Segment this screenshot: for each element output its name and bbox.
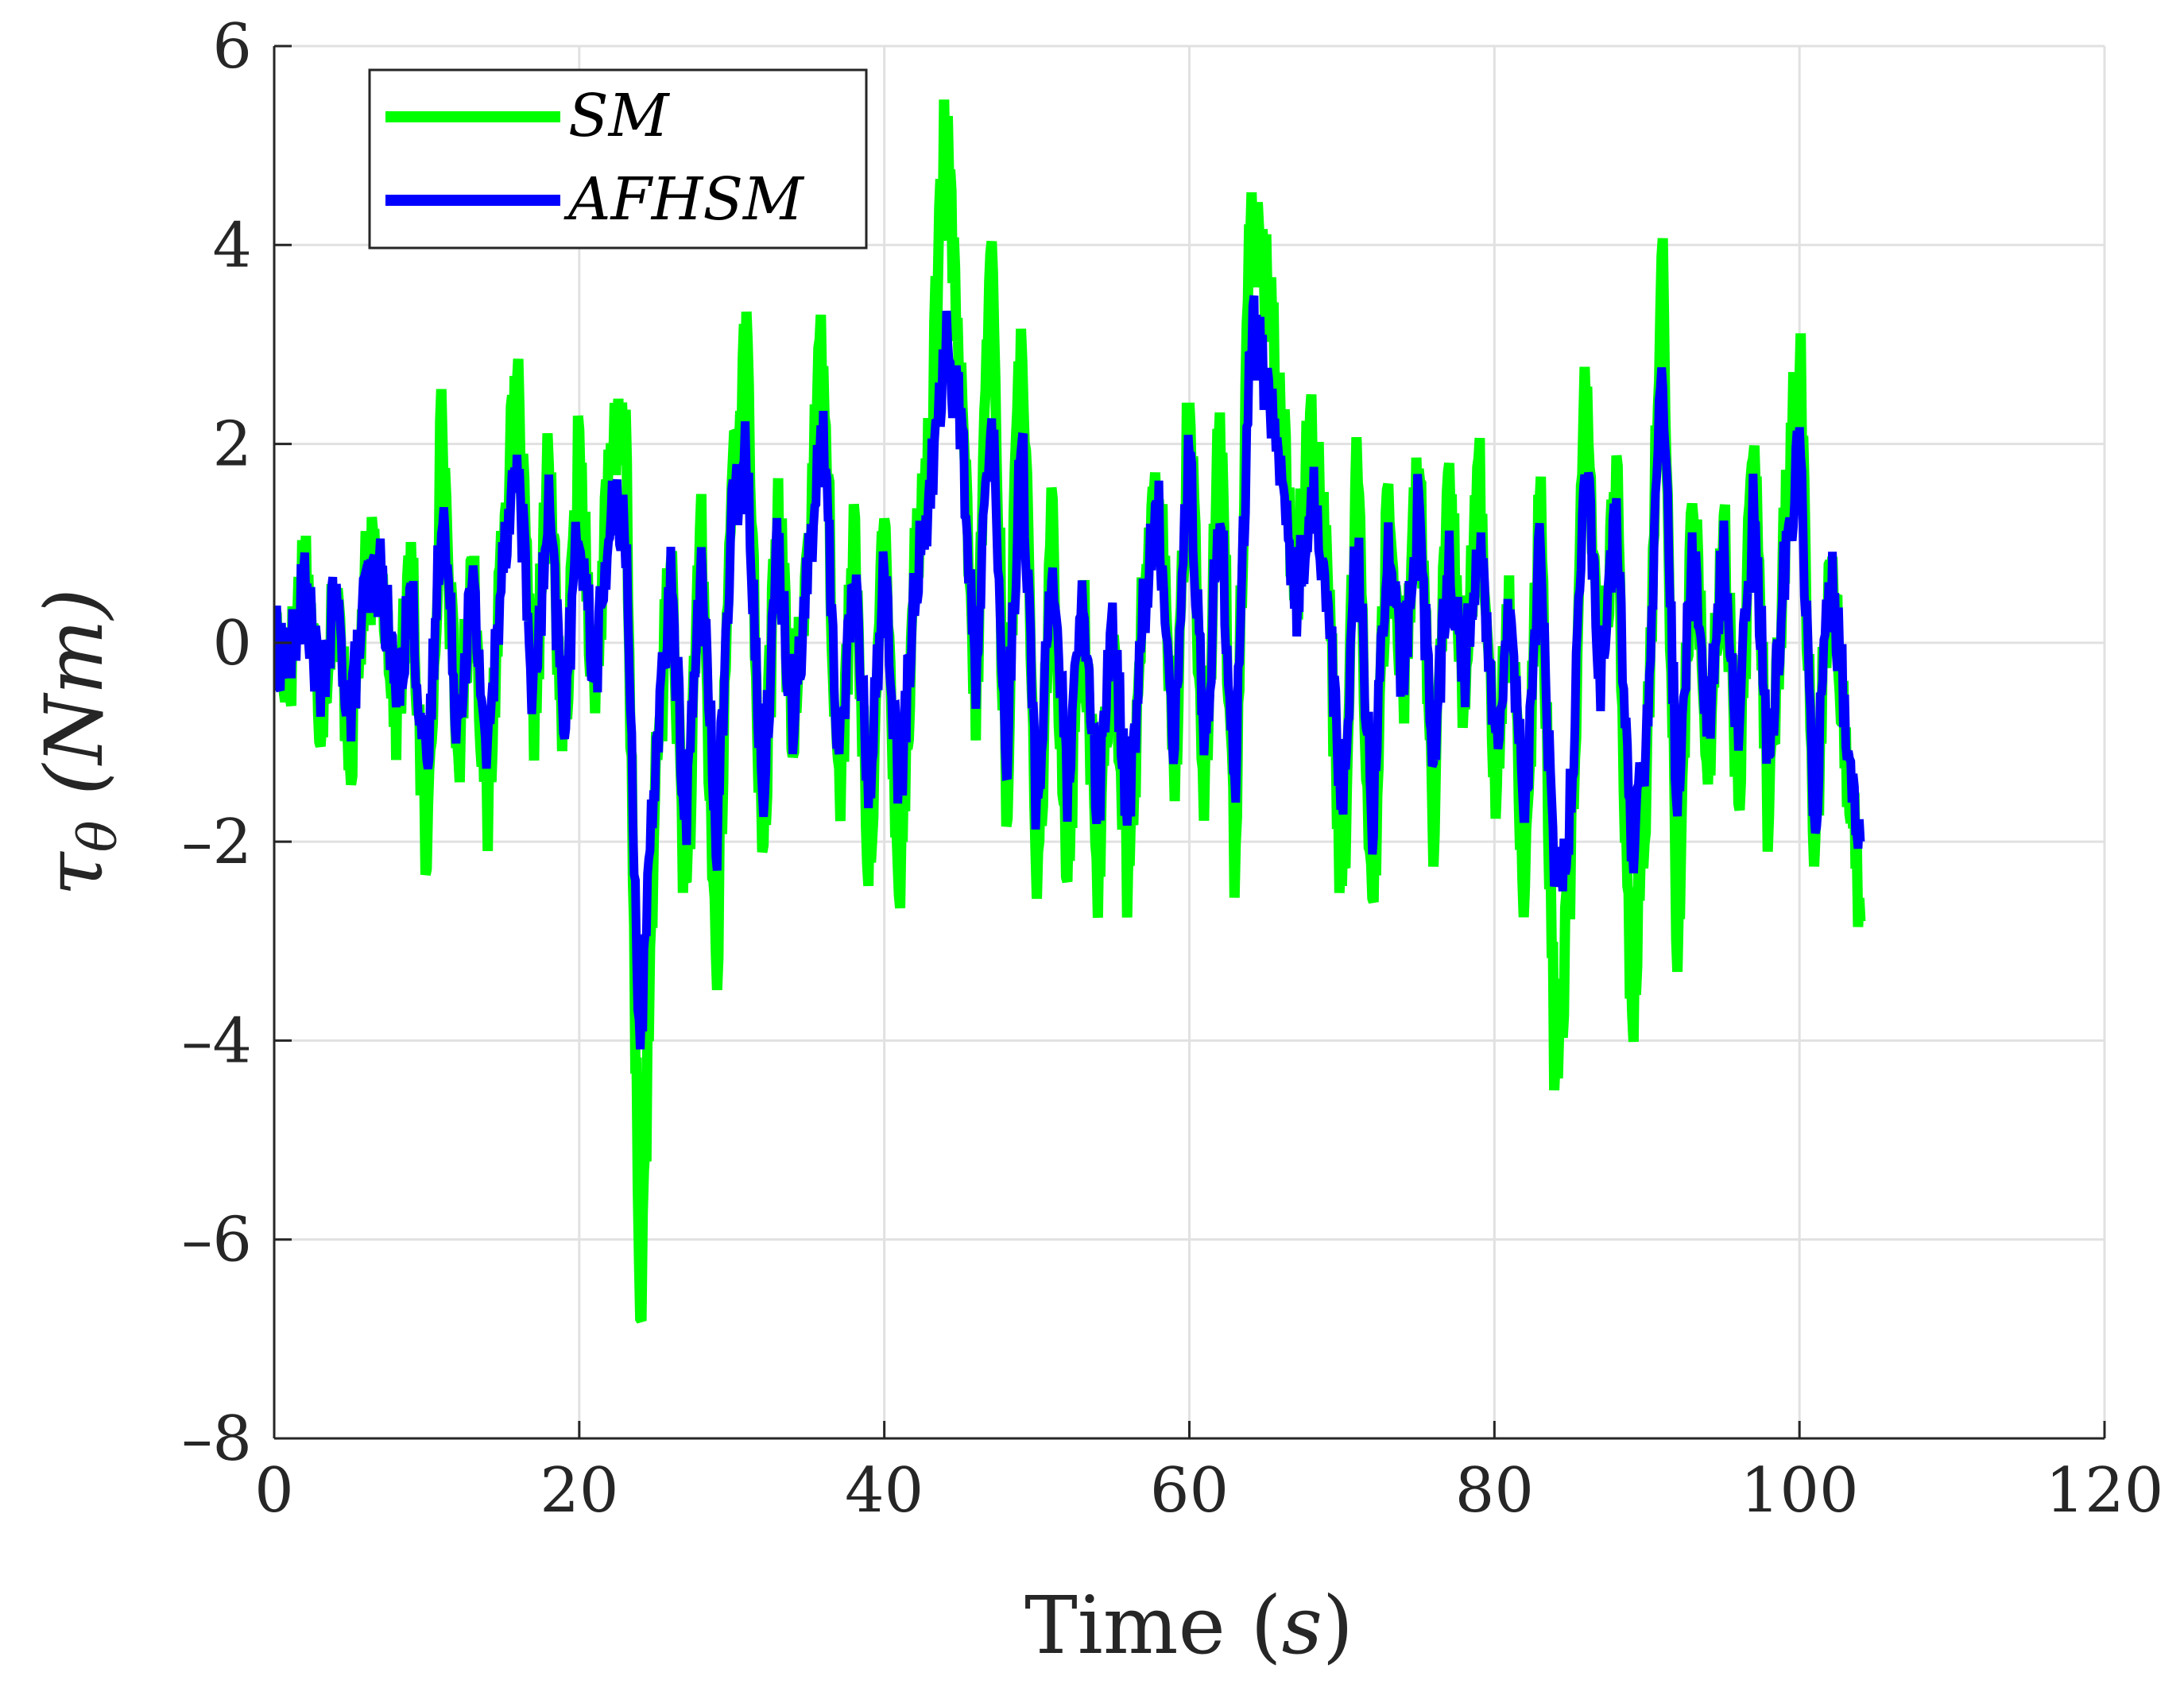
y-tick-label: 2 [212, 409, 252, 481]
x-axis-title: Time (s) [1024, 1579, 1353, 1672]
axes [273, 45, 2106, 1440]
x-tick-label: 0 [254, 1455, 294, 1527]
legend: SM AFHSM [368, 68, 868, 250]
y-tick-label: –4 [181, 1005, 252, 1077]
series-layer [274, 99, 1866, 1324]
y-axis-title: τθ (Nm) [28, 588, 129, 896]
y-tick-label: 4 [212, 210, 252, 281]
legend-box [368, 68, 868, 250]
series-line-afhsm [274, 295, 1865, 1050]
x-tick-label: 40 [845, 1455, 924, 1527]
x-tick-label: 60 [1150, 1455, 1229, 1527]
y-tick-label: 0 [212, 608, 252, 679]
x-tick-label: 80 [1455, 1455, 1534, 1527]
x-tick-label: 20 [540, 1455, 618, 1527]
legend-label-afhsm: AFHSM [563, 165, 805, 234]
y-tick-label: –2 [181, 807, 252, 878]
x-tick-label: 100 [1741, 1455, 1859, 1527]
legend-label-sm: SM [568, 82, 671, 150]
y-tick-label: 6 [212, 11, 252, 83]
y-tick-label: –6 [181, 1205, 252, 1276]
x-tick-label: 120 [2046, 1455, 2164, 1527]
y-tick-label: –8 [181, 1403, 252, 1475]
